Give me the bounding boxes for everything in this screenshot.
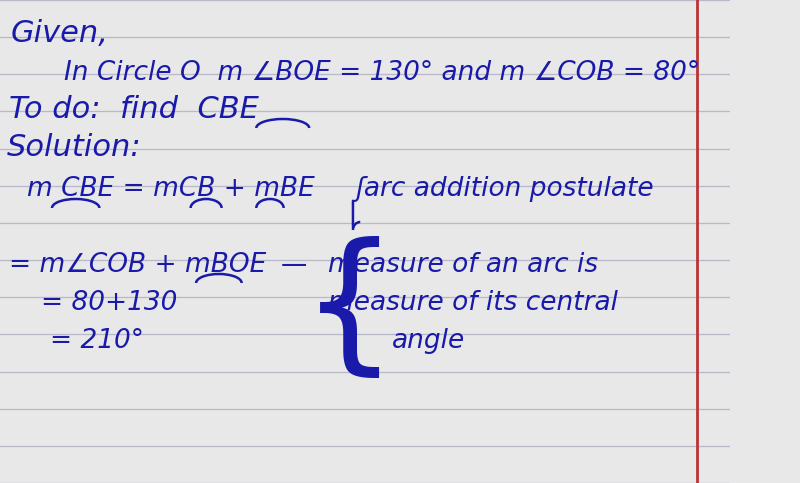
Text: {: { <box>301 236 398 384</box>
Text: = m∠COB + mBOE: = m∠COB + mBOE <box>9 252 266 278</box>
Text: measure of its central: measure of its central <box>328 290 618 316</box>
Text: In Circle O  m ∠BOE = 130° and m ∠COB = 80°: In Circle O m ∠BOE = 130° and m ∠COB = 8… <box>64 60 700 86</box>
Text: = 80+130: = 80+130 <box>41 290 178 316</box>
Text: ʃarc addition postulate: ʃarc addition postulate <box>356 176 654 202</box>
Text: m CBE = mCB + mBE: m CBE = mCB + mBE <box>27 176 315 202</box>
Text: measure of an arc is: measure of an arc is <box>328 252 598 278</box>
Text: To do:  find  CBE: To do: find CBE <box>9 95 259 124</box>
Text: —: — <box>281 252 307 278</box>
Text: Given,: Given, <box>11 19 109 48</box>
Text: angle: angle <box>392 328 466 354</box>
Text: Solution:: Solution: <box>7 133 142 162</box>
Text: = 210°: = 210° <box>50 328 144 354</box>
